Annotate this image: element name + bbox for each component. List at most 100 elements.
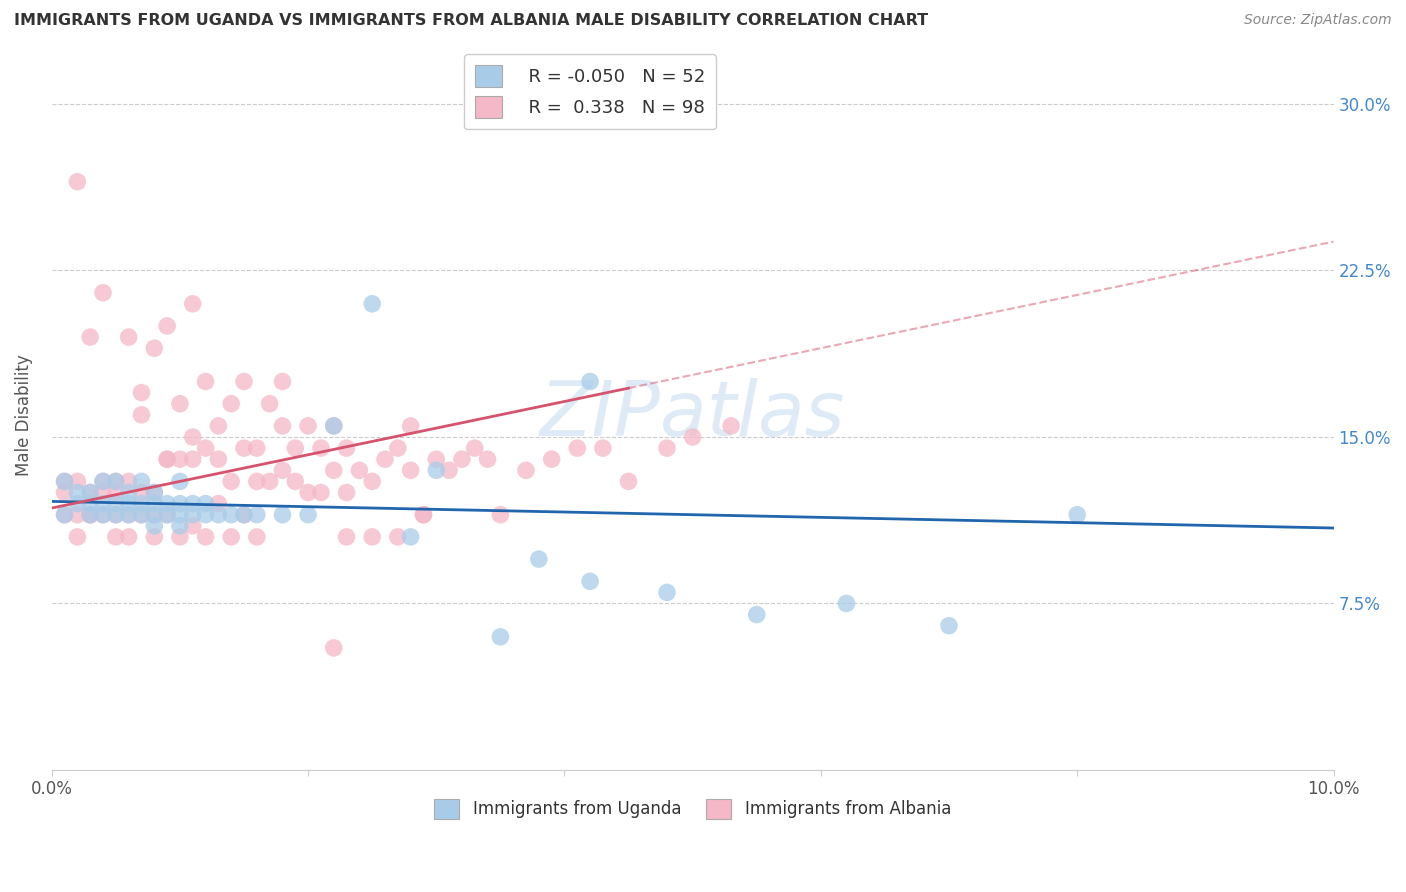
Point — [567, 441, 589, 455]
Point — [477, 452, 499, 467]
Point — [91, 285, 114, 300]
Point — [169, 397, 191, 411]
Point — [387, 530, 409, 544]
Point — [515, 463, 537, 477]
Point — [91, 508, 114, 522]
Point — [309, 441, 332, 455]
Y-axis label: Male Disability: Male Disability — [15, 354, 32, 475]
Point — [194, 375, 217, 389]
Point — [437, 463, 460, 477]
Point — [335, 485, 357, 500]
Point — [233, 508, 256, 522]
Point — [271, 463, 294, 477]
Point — [374, 452, 396, 467]
Point — [79, 485, 101, 500]
Point — [219, 397, 242, 411]
Point — [118, 330, 141, 344]
Point — [489, 508, 512, 522]
Point — [682, 430, 704, 444]
Point — [104, 508, 127, 522]
Point — [169, 497, 191, 511]
Point — [207, 508, 229, 522]
Point — [425, 463, 447, 477]
Point — [271, 375, 294, 389]
Point — [156, 508, 179, 522]
Point — [451, 452, 474, 467]
Point — [284, 441, 307, 455]
Point — [104, 530, 127, 544]
Point — [271, 418, 294, 433]
Point — [118, 530, 141, 544]
Point — [489, 630, 512, 644]
Point — [79, 508, 101, 522]
Point — [143, 530, 166, 544]
Point — [181, 297, 204, 311]
Point — [143, 341, 166, 355]
Point — [66, 508, 89, 522]
Point — [53, 475, 76, 489]
Point — [1066, 508, 1088, 522]
Point — [399, 530, 422, 544]
Point — [464, 441, 486, 455]
Point — [412, 508, 434, 522]
Point — [79, 508, 101, 522]
Point — [297, 485, 319, 500]
Point — [143, 508, 166, 522]
Point — [579, 574, 602, 589]
Point — [181, 518, 204, 533]
Point — [156, 497, 179, 511]
Point — [181, 452, 204, 467]
Point — [745, 607, 768, 622]
Point — [322, 418, 344, 433]
Point — [322, 640, 344, 655]
Point — [335, 530, 357, 544]
Point — [194, 441, 217, 455]
Point — [66, 475, 89, 489]
Point — [143, 485, 166, 500]
Point — [104, 497, 127, 511]
Point — [118, 485, 141, 500]
Point — [79, 485, 101, 500]
Point — [143, 485, 166, 500]
Point — [349, 463, 371, 477]
Point — [131, 508, 153, 522]
Point — [938, 618, 960, 632]
Point — [104, 485, 127, 500]
Point — [131, 408, 153, 422]
Point — [181, 497, 204, 511]
Point — [655, 441, 678, 455]
Point — [79, 508, 101, 522]
Point — [527, 552, 550, 566]
Point — [169, 452, 191, 467]
Point — [233, 441, 256, 455]
Point — [104, 475, 127, 489]
Point — [194, 530, 217, 544]
Point — [104, 475, 127, 489]
Point — [53, 508, 76, 522]
Point — [233, 375, 256, 389]
Point — [53, 475, 76, 489]
Point — [118, 508, 141, 522]
Point — [361, 530, 384, 544]
Point — [131, 385, 153, 400]
Point — [79, 330, 101, 344]
Point — [66, 497, 89, 511]
Point — [156, 452, 179, 467]
Point — [143, 497, 166, 511]
Point — [79, 497, 101, 511]
Point — [246, 508, 269, 522]
Point — [284, 475, 307, 489]
Point — [335, 441, 357, 455]
Point — [399, 418, 422, 433]
Point — [219, 530, 242, 544]
Point — [387, 441, 409, 455]
Point — [156, 452, 179, 467]
Point — [156, 508, 179, 522]
Point — [297, 508, 319, 522]
Point — [91, 475, 114, 489]
Point — [194, 497, 217, 511]
Point — [156, 318, 179, 333]
Point — [91, 475, 114, 489]
Point — [322, 418, 344, 433]
Point — [233, 508, 256, 522]
